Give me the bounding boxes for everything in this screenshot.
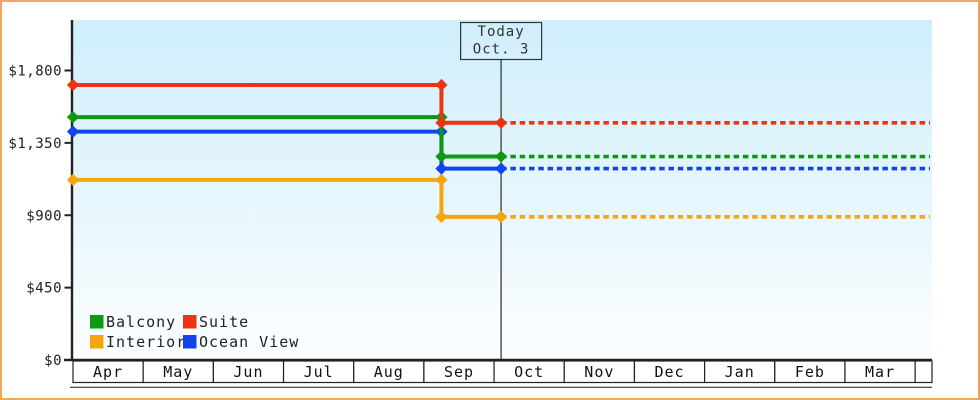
legend-swatch [183,335,197,349]
today-label-line2: Oct. 3 [473,42,530,58]
data-point-marker [66,173,80,186]
today-annotation-box [459,21,543,61]
y-axis-tick-label: $1,350 [8,136,62,152]
legend-label: Interior [106,333,186,351]
month-label: Sep [444,363,474,381]
month-label: Dec [654,363,684,381]
data-point-marker [66,111,80,124]
y-axis-tick-label: $0 [44,353,62,369]
data-point-marker [495,150,508,163]
y-axis-tick-label: $450 [26,281,62,297]
legend-swatch [183,315,197,329]
month-label: Apr [93,363,123,381]
month-label: Nov [584,363,614,381]
y-axis-tick-label: $900 [26,208,62,224]
today-label-line1: Today [478,24,525,40]
month-label: Jan [725,363,755,381]
data-point-marker [66,78,80,92]
month-label: Aug [374,363,404,381]
data-point-marker [66,125,80,138]
legend-swatch [90,335,104,349]
month-label: Jul [304,363,334,381]
data-point-marker [435,162,448,175]
legend-label: Suite [199,313,249,331]
price-line-suite [73,82,502,125]
month-label: Feb [795,363,825,381]
data-point-marker [435,173,448,186]
month-label: Oct [514,363,544,381]
plot-area [73,20,932,360]
legend-label: Ocean View [199,333,299,351]
data-point-marker [495,210,508,223]
legend-swatch [90,315,104,329]
y-axis-tick-label: $1,800 [8,64,62,80]
data-point-marker [435,210,448,223]
legend-label: Balcony [106,313,176,331]
data-point-marker [435,150,448,163]
month-cell-partial [914,360,933,384]
price-line-balcony [73,115,502,159]
data-point-marker [495,162,508,175]
month-label: May [163,363,193,381]
price-line-interior [73,177,502,219]
month-label: Mar [865,363,895,381]
month-label: Jun [233,363,263,381]
